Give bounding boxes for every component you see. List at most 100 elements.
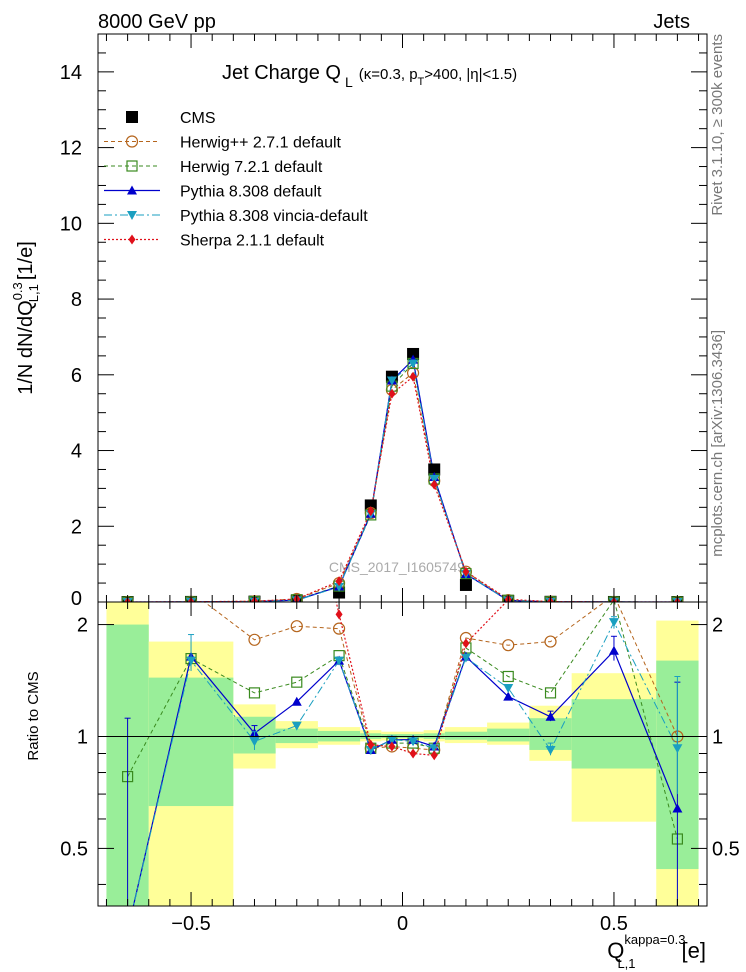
ratio-ytick-label-left-0: 0.5 [60,838,88,860]
ratio-point-herwig7-10 [502,670,514,683]
band-green-12 [571,699,657,769]
ratio-point-vincia-10 [503,684,514,694]
ratio-ytick-label-right-1: 1 [712,726,723,748]
point-vincia-7 [408,359,419,369]
point-sherpa-9 [462,566,470,577]
main-ytick-label-0: 0 [71,588,82,610]
ratio-ytick-label-left-1: 1 [77,726,88,748]
mcplots-label: mcplots.cern.ch [arXiv:1306.3436] [709,330,726,557]
ratio-xtick-label-2: 0.5 [600,913,628,935]
ratio-point-herwig7-11 [544,687,557,699]
xlabel-sub: L,1 [617,956,635,971]
legend-label-vincia: Pythia 8.308 vincia-default [180,208,368,225]
xlabel-sup: kappa=0.3 [624,932,685,947]
band-green-10 [487,728,530,742]
point-sherpa-4 [335,576,343,587]
ratio-point-herwig7-2 [248,687,261,699]
main-ytick-label-3: 6 [71,365,82,387]
point-cms-7 [407,347,420,360]
point-sherpa-7 [409,371,417,382]
legend: CMS Herwig++ 2.7.1 default Herwig 7.2.1 de… [104,110,368,250]
ratio-exit-line-2 [335,602,340,615]
axis-ticks [98,33,707,906]
ratio-point-vincia-5 [365,745,376,755]
main-ytick-label-7: 14 [60,62,82,84]
legend-marker-herwigpp [125,135,139,148]
series-line-sherpa [127,375,678,602]
ratio-point-vincia-6 [386,735,397,745]
main-ytick-label-6: 12 [60,138,82,160]
ratio-point-herwigpp-10 [502,639,515,652]
ratio-plot-series [122,559,684,906]
legend-marker-pythia [127,185,137,195]
ratio-point-sherpa-8 [430,750,438,761]
legend-marker-sherpa [128,234,136,245]
ratio-point-sherpa-5 [367,739,375,750]
ratio-point-vincia-1 [186,656,197,666]
point-vincia-4 [334,582,345,592]
ratio-point-herwigpp-3 [290,620,303,633]
ratio-point-pythia-3 [291,696,302,706]
ylabel-sup: 0.3 [10,282,25,300]
title-main: Jet Charge Q [222,62,341,84]
point-cms-8 [428,463,441,476]
ratio-point-vincia-7 [408,737,419,747]
legend-label-cms: CMS [180,110,216,127]
ratio-exit-line-3 [508,559,525,600]
title-cut-a: (κ=0.3, p [359,66,418,83]
main-ytick-label-4: 8 [71,289,82,311]
ratio-ytick-label-right-0: 0.5 [712,838,740,860]
ratio-point-herwigpp-11 [544,635,557,648]
legend-label-herwigpp: Herwig++ 2.7.1 default [180,135,342,152]
header-right: Jets [653,11,690,33]
title-sub: L [345,74,353,90]
band-green-1 [148,677,234,807]
point-sherpa-5 [367,506,375,517]
ratio-uncertainty-bands [106,602,699,906]
ylabel-sub: L,1 [26,284,41,302]
ratio-ylabel: Ratio to CMS [25,671,42,760]
ratio-line-pythia-0 [132,649,678,906]
ratio-xtick-label-0: −0.5 [171,913,210,935]
ratio-exit-line-0 [191,559,212,592]
xlabel-unit: [e] [682,938,706,963]
legend-label-herwig7: Herwig 7.2.1 default [180,159,323,176]
point-sherpa-6 [388,388,396,399]
ratio-point-vincia-2 [249,737,260,747]
watermark: CMS_2017_I1605749 [329,559,465,575]
main-ytick-label-5: 10 [60,213,82,235]
ratio-point-vincia-3 [291,721,302,731]
ratio-point-vincia-11 [545,745,556,755]
legend-label-pythia: Pythia 8.308 default [180,184,322,201]
xlabel-main: Q [607,938,624,963]
legend-marker-vincia [127,211,137,220]
ratio-point-pythia-10 [503,691,514,701]
main-ytick-label-2: 4 [71,441,82,463]
ratio-point-pythia-12 [608,645,619,655]
ratio-point-vincia-13 [672,744,683,754]
title-cut-sub: T [418,76,425,88]
ratio-point-pythia-13 [672,803,683,813]
legend-label-sherpa: Sherpa 2.1.1 default [180,233,325,250]
point-cms-9 [459,578,472,591]
main-title: Jet Charge Q L (κ=0.3, pT>400, |η|<1.5) [222,62,517,90]
ylabel-unit: [1/e] [15,241,37,280]
main-ytick-label-1: 2 [71,516,82,538]
ratio-exit-line-1 [157,559,191,592]
legend-marker-herwig7 [126,160,138,172]
ratio-point-herwig7-3 [291,676,303,688]
ratio-point-herwigpp-2 [248,633,261,646]
main-ylabel: 1/N dN/dQ0.3L,1 [1/e] [10,241,41,395]
ratio-point-vincia-9 [460,653,471,663]
point-sherpa-8 [430,479,438,490]
ratio-line-vincia-0 [132,621,678,906]
rivet-label: Rivet 3.1.10, ≥ 300k events [709,34,726,216]
ratio-point-sherpa-6 [388,741,396,752]
ratio-line-herwig7-0 [127,602,678,840]
point-vincia-6 [386,376,397,386]
point-vincia-8 [429,474,440,484]
title-cut-b: >400, |η|<1.5) [424,66,517,83]
ratio-point-sherpa-7 [409,748,417,759]
